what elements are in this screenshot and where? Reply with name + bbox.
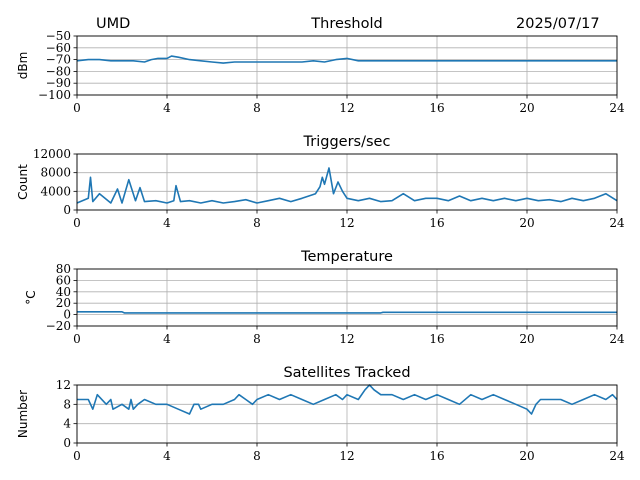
temperature-xtick-label: 16 [429,332,444,346]
triggers-xtick-label: 0 [73,216,81,230]
triggers-xtick-label: 20 [519,216,534,230]
triggers-xtick-label: 4 [163,216,171,230]
threshold-axes-frame [76,35,618,96]
threshold-series-line [76,55,617,64]
temperature-xtick-label: 24 [609,332,625,346]
threshold-xtick-label: 0 [73,101,81,115]
triggers-ytick-label: 12000 [33,147,71,161]
satellites-axes-frame [76,384,618,444]
satellites-series-line [77,384,618,415]
panels: −100−90−80−70−60−50 0 4 8 12 16 20 24 Threshold d… [16,16,625,463]
satellites-xtick-label: 12 [339,449,354,463]
satellites-xtick-label: 8 [253,449,261,463]
temperature-xtick-label: 8 [253,332,261,346]
satellites-ytick-label: 4 [63,417,71,431]
satellites-panel: 0 4 8 12 0 4 8 12 16 20 24 Satellites Tracked Number [16,365,625,463]
temperature-xtick-label: 4 [163,332,171,346]
threshold-xtick-label: 8 [253,101,261,115]
satellites-xtick-label: 24 [609,449,625,463]
triggers-xtick-label: 12 [339,216,354,230]
temperature-ytick-label: 60 [56,273,71,287]
threshold-title: Threshold [310,16,382,32]
temperature-ytick-label: 40 [56,285,71,299]
triggers-ytick-label: 0 [63,203,71,217]
threshold-xtick-label: 12 [339,101,354,115]
temperature-ylabel: °C [24,290,38,304]
satellites-xtick-label: 4 [163,449,171,463]
threshold-panel: −100−90−80−70−60−50 0 4 8 12 16 20 24 Threshold d… [16,16,625,115]
temperature-ytick-label: 20 [56,296,71,310]
threshold-ytick-label: −90 [46,76,71,90]
satellites-title: Satellites Tracked [283,365,410,381]
satellites-xtick-label: 16 [429,449,444,463]
threshold-xtick-label: 16 [429,101,444,115]
threshold-ytick-label: −80 [46,64,71,78]
threshold-ylabel: dBm [16,52,30,80]
threshold-xtick-label: 4 [163,101,171,115]
threshold-ytick-label: −100 [38,88,71,102]
temperature-series-line [77,310,617,314]
triggers-title: Triggers/sec [303,134,391,150]
satellites-ytick-label: 0 [63,436,71,450]
satellites-ytick-label: 8 [63,397,71,411]
threshold-xtick-label: 20 [519,101,534,115]
triggers-xtick-label: 24 [609,216,625,230]
triggers-ytick-label: 4000 [40,184,71,198]
triggers-axes-frame [76,153,618,211]
temperature-ytick-label: −20 [46,319,71,333]
threshold-ytick-label: −70 [46,53,71,67]
satellites-xtick-label: 0 [73,449,81,463]
temperature-title: Temperature [300,249,393,265]
satellites-ytick-label: 12 [56,378,71,392]
triggers-panel: 0 4000 8000 12000 0 4 8 12 16 20 24 Triggers/sec Cou… [16,134,625,230]
temperature-xtick-label: 0 [73,332,81,346]
triggers-xtick-label: 8 [253,216,261,230]
temperature-ytick-label: 0 [63,308,71,322]
satellites-ylabel: Number [16,390,30,438]
temperature-ytick-label: 80 [56,262,71,276]
date-label: 2025/07/17 [516,16,600,32]
temperature-xtick-label: 20 [519,332,534,346]
threshold-ytick-label: −50 [46,29,71,43]
temperature-axes-frame [76,268,618,327]
triggers-ylabel: Count [16,164,30,200]
station-label: UMD [96,16,130,32]
satellites-xtick-label: 20 [519,449,534,463]
triggers-series-line [76,167,618,204]
temperature-xtick-label: 12 [339,332,354,346]
threshold-xtick-label: 24 [609,101,625,115]
triggers-xtick-label: 16 [429,216,444,230]
threshold-ytick-label: −60 [46,41,71,55]
triggers-ytick-label: 8000 [40,166,71,180]
